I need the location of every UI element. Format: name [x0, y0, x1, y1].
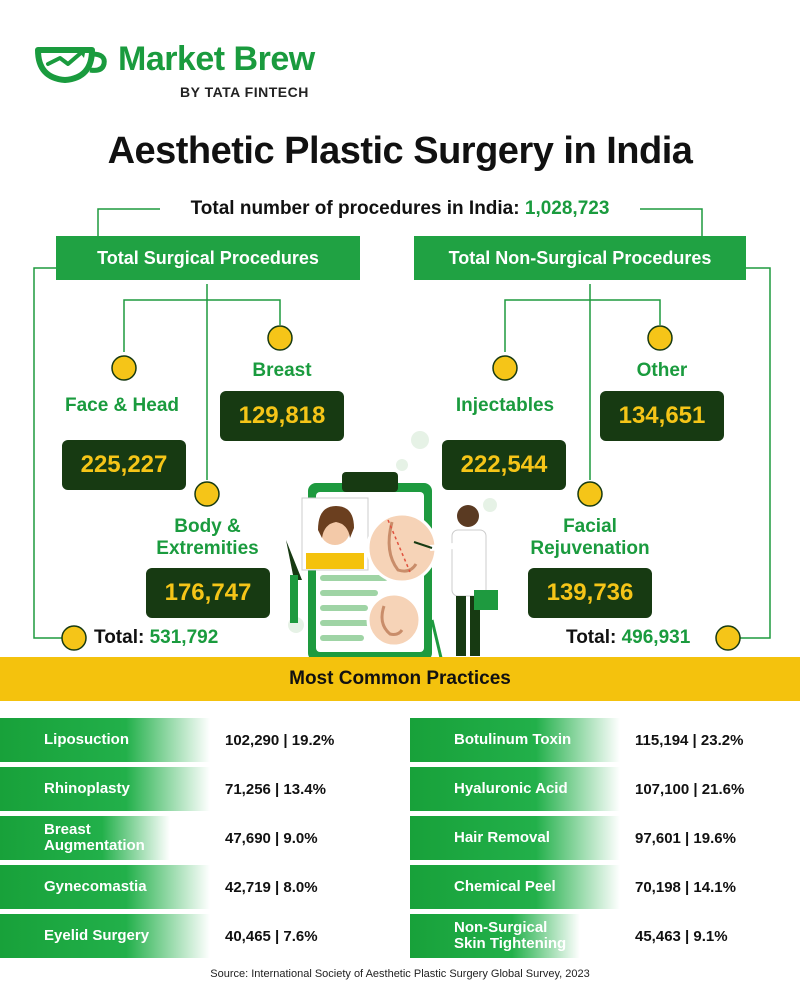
practice-value: 40,465 | 7.6% — [225, 927, 318, 945]
surgical-total: Total: 531,792 — [94, 627, 218, 649]
non-surgical-header: Total Non-Surgical Procedures — [414, 236, 746, 280]
other-dot — [647, 325, 673, 351]
body-extremities-label: Body & Extremities — [156, 516, 259, 559]
tea-cup-logo-icon — [35, 47, 107, 83]
facial-dot — [577, 481, 603, 507]
practice-value: 42,719 | 8.0% — [225, 878, 318, 896]
table-row: Liposuction 102,290 | 19.2% — [0, 718, 380, 762]
breast-dot — [267, 325, 293, 351]
non-surgical-total-dot — [715, 625, 741, 651]
table-row: Gynecomastia 42,719 | 8.0% — [0, 865, 380, 909]
body-dot — [194, 481, 220, 507]
table-row: Hyaluronic Acid 107,100 | 21.6% — [410, 767, 790, 811]
brand-name: Market Brew — [118, 40, 315, 78]
source-note: Source: International Society of Aesthet… — [210, 968, 590, 980]
breast-label: Breast — [252, 360, 312, 381]
total-procedures: Total number of procedures in India: 1,0… — [0, 198, 800, 220]
total-procedures-label: Total number of procedures in India: — [190, 198, 520, 219]
brand-subtitle: BY TATA FINTECH — [180, 84, 309, 100]
surgical-total-value: 531,792 — [149, 627, 219, 648]
practice-name: Liposuction — [0, 718, 210, 762]
practice-name: Non-Surgical Skin Tightening — [410, 914, 580, 958]
practice-value: 71,256 | 13.4% — [225, 780, 326, 798]
practice-name: Rhinoplasty — [0, 767, 210, 811]
practice-name: Hair Removal — [410, 816, 620, 860]
table-row: Hair Removal 97,601 | 19.6% — [410, 816, 790, 860]
practice-name: Eyelid Surgery — [0, 914, 210, 958]
practice-value: 70,198 | 14.1% — [635, 878, 736, 896]
face-head-label: Face & Head — [64, 395, 180, 416]
surgical-total-dot — [61, 625, 87, 651]
non-surgical-total: Total: 496,931 — [566, 627, 690, 649]
page-title: Aesthetic Plastic Surgery in India — [107, 130, 693, 172]
practice-value: 107,100 | 21.6% — [635, 780, 745, 798]
practice-value: 97,601 | 19.6% — [635, 829, 736, 847]
inject-dot — [492, 355, 518, 381]
surgical-practices-table: Liposuction 102,290 | 19.2% Rhinoplasty … — [0, 718, 380, 963]
practice-value: 47,690 | 9.0% — [225, 829, 318, 847]
practice-name: Hyaluronic Acid — [410, 767, 620, 811]
surgical-total-prefix: Total: — [94, 627, 145, 648]
non-surgical-total-prefix: Total: — [566, 627, 617, 648]
other-value: 134,651 — [600, 391, 724, 441]
table-row: Chemical Peel 70,198 | 14.1% — [410, 865, 790, 909]
practice-name: Botulinum Toxin — [410, 718, 620, 762]
table-row: Non-Surgical Skin Tightening 45,463 | 9.… — [410, 914, 790, 958]
surgical-header: Total Surgical Procedures — [56, 236, 360, 280]
practice-value: 102,290 | 19.2% — [225, 731, 335, 749]
non-surgical-total-value: 496,931 — [621, 627, 691, 648]
face-head-value: 225,227 — [62, 440, 186, 490]
practice-name: Gynecomastia — [0, 865, 210, 909]
practice-name: Chemical Peel — [410, 865, 620, 909]
table-row: Botulinum Toxin 115,194 | 23.2% — [410, 718, 790, 762]
total-procedures-value: 1,028,723 — [524, 198, 610, 219]
practice-value: 45,463 | 9.1% — [635, 927, 728, 945]
most-common-heading: Most Common Practices — [0, 657, 800, 701]
breast-value: 129,818 — [220, 391, 344, 441]
clipboard-illustration-icon — [286, 431, 498, 663]
table-row: Rhinoplasty 71,256 | 13.4% — [0, 767, 380, 811]
other-label: Other — [636, 360, 688, 381]
facial-rejuvenation-label: Facial Rejuvenation — [530, 516, 650, 559]
practice-value: 115,194 | 23.2% — [635, 731, 744, 749]
injectables-label: Injectables — [455, 395, 555, 416]
brand-logo: Market Brew BY TATA FINTECH — [34, 34, 324, 104]
injectables-value: 222,544 — [442, 440, 566, 490]
face-dot — [111, 355, 137, 381]
body-extremities-value: 176,747 — [146, 568, 270, 618]
practice-name: Breast Augmentation — [0, 816, 170, 860]
table-row: Eyelid Surgery 40,465 | 7.6% — [0, 914, 380, 958]
non-surgical-practices-table: Botulinum Toxin 115,194 | 23.2% Hyaluron… — [410, 718, 790, 963]
facial-rejuvenation-value: 139,736 — [528, 568, 652, 618]
table-row: Breast Augmentation 47,690 | 9.0% — [0, 816, 380, 860]
